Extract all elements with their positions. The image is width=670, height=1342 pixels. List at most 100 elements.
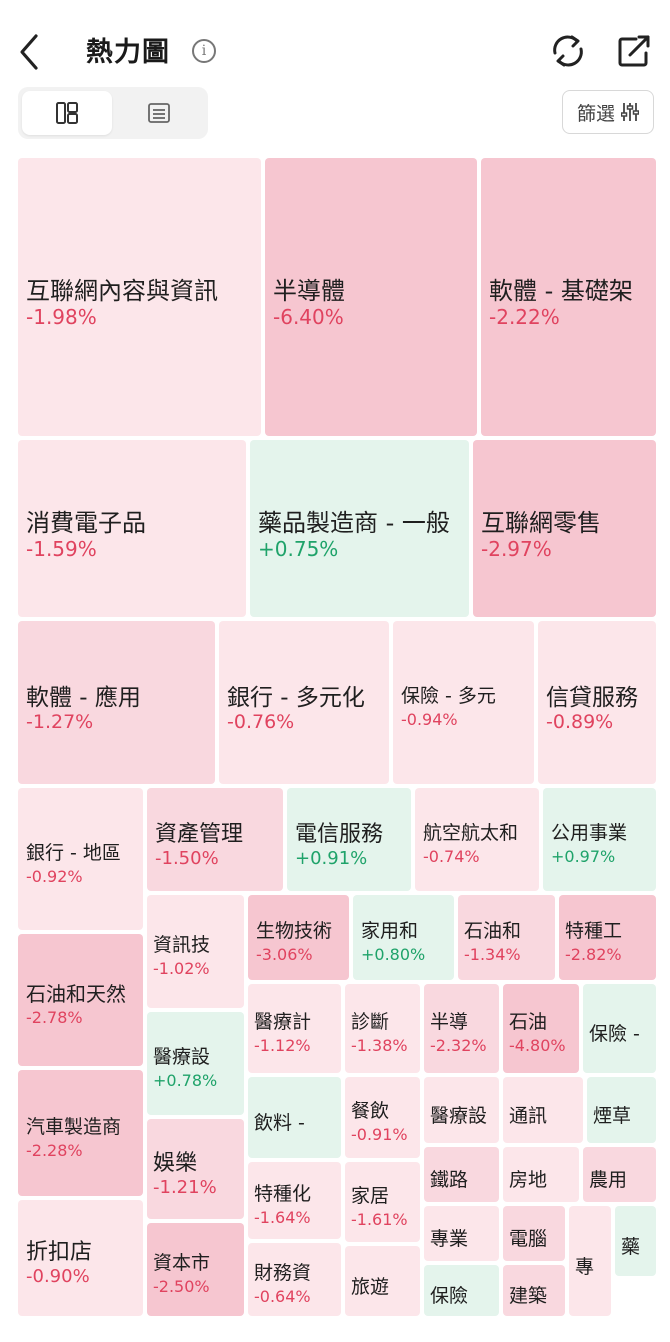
heatmap-tile[interactable]: 醫療設 (424, 1077, 499, 1143)
heatmap-tile[interactable]: 家居 -1.61% (345, 1162, 420, 1242)
heatmap-tile[interactable]: 軟體 - 應用 -1.27% (18, 621, 215, 784)
heatmap-tile[interactable]: 石油和 -1.34% (458, 895, 555, 980)
tile-change: -1.21% (153, 1177, 217, 1198)
heatmap-tile[interactable]: 飲料 - (248, 1077, 341, 1158)
tile-name: 旅遊 (351, 1276, 390, 1298)
sliders-icon (621, 103, 639, 121)
heatmap-tile[interactable]: 農用 (583, 1147, 656, 1202)
heatmap-tile[interactable]: 互聯網內容與資訊 -1.98% (18, 158, 261, 436)
tile-name: 互聯網內容與資訊 (26, 277, 218, 305)
tile-name: 生物技術 (256, 920, 333, 942)
filter-label: 篩選 (576, 102, 615, 125)
share-icon[interactable] (614, 31, 654, 71)
heatmap-tile[interactable]: 半導體 -6.40% (265, 158, 477, 436)
tile-change: -2.22% (489, 305, 560, 329)
tile-name: 資訊技 (153, 934, 211, 956)
heatmap-tile[interactable]: 資訊技 -1.02% (147, 895, 244, 1008)
heatmap-tile[interactable]: 半導 -2.32% (424, 984, 499, 1073)
heatmap-tile[interactable]: 旅遊 (345, 1246, 420, 1316)
heatmap-tile[interactable]: 專業 (424, 1206, 499, 1261)
view-toggle (18, 87, 208, 139)
heatmap-tile[interactable]: 石油 -4.80% (503, 984, 579, 1073)
tile-change: +0.78% (153, 1071, 218, 1090)
heatmap-tile[interactable]: 石油和天然 -2.78% (18, 934, 143, 1066)
tile-name: 通訊 (509, 1105, 548, 1127)
heatmap-tile[interactable]: 銀行 - 地區 -0.92% (18, 788, 143, 930)
heatmap-tile[interactable]: 保險 - 多元 -0.94% (393, 621, 534, 784)
heatmap-tile[interactable]: 娛樂 -1.21% (147, 1119, 244, 1219)
tile-name: 鐵路 (430, 1169, 469, 1191)
heatmap-tile[interactable]: 房地 (503, 1147, 579, 1202)
tile-change: -2.78% (26, 1008, 83, 1027)
tile-name: 半導體 (273, 277, 345, 305)
tile-name: 農用 (589, 1169, 628, 1191)
tile-change: +0.80% (361, 945, 426, 964)
tile-name: 藥品製造商 - 一般 (258, 509, 450, 537)
tile-view-button[interactable] (22, 91, 112, 135)
heatmap-tile[interactable]: 餐飲 -0.91% (345, 1077, 420, 1158)
heatmap-tile[interactable]: 汽車製造商 -2.28% (18, 1070, 143, 1196)
refresh-icon[interactable] (548, 31, 588, 71)
list-view-button[interactable] (114, 91, 204, 135)
heatmap-tile[interactable]: 藥 (615, 1206, 656, 1276)
heatmap-tile[interactable]: 建築 (503, 1265, 565, 1316)
heatmap-tile[interactable]: 診斷 -1.38% (345, 984, 420, 1073)
heatmap-tile[interactable]: 保險 - (583, 984, 656, 1073)
tile-name: 飲料 - (254, 1112, 305, 1134)
tile-name: 資本市 (153, 1252, 211, 1274)
tile-change: -6.40% (273, 305, 344, 329)
tile-change: +0.97% (551, 847, 616, 866)
heatmap-tile[interactable]: 信貸服務 -0.89% (538, 621, 656, 784)
tile-name: 電信服務 (295, 822, 384, 847)
heatmap-tile[interactable]: 特種工 -2.82% (559, 895, 656, 980)
filter-button[interactable]: 篩選 (562, 90, 654, 134)
tile-name: 石油 (509, 1011, 548, 1033)
tile-change: -0.76% (227, 711, 295, 733)
tile-name: 銀行 - 多元化 (227, 685, 365, 711)
heatmap-tile[interactable]: 通訊 (503, 1077, 583, 1143)
heatmap-tile[interactable]: 消費電子品 -1.59% (18, 440, 246, 617)
heatmap-tile[interactable]: 軟體 - 基礎架 -2.22% (481, 158, 656, 436)
tile-change: -1.59% (26, 537, 97, 561)
tile-change: -1.64% (254, 1208, 311, 1227)
heatmap-tile[interactable]: 公用事業 +0.97% (543, 788, 656, 891)
tile-change: -0.92% (26, 867, 83, 886)
heatmap-tile[interactable]: 鐵路 (424, 1147, 499, 1202)
tile-name: 軟體 - 應用 (26, 685, 141, 711)
tile-name: 公用事業 (551, 822, 628, 844)
heatmap-tile[interactable]: 互聯網零售 -2.97% (473, 440, 656, 617)
tile-name: 保險 - (589, 1023, 640, 1045)
back-chevron-icon[interactable] (16, 32, 46, 72)
heatmap-tile[interactable]: 專 (569, 1206, 611, 1316)
heatmap-tile[interactable]: 電信服務 +0.91% (287, 788, 411, 891)
info-icon[interactable]: i (192, 39, 216, 63)
tile-name: 煙草 (593, 1105, 632, 1127)
tile-name: 軟體 - 基礎架 (489, 277, 633, 305)
heatmap-tile[interactable]: 財務資 -0.64% (248, 1243, 341, 1316)
tile-name: 電腦 (509, 1228, 548, 1250)
heatmap-tile[interactable]: 銀行 - 多元化 -0.76% (219, 621, 389, 784)
list-view-icon (148, 103, 170, 123)
tile-change: -0.74% (423, 847, 480, 866)
heatmap-tile[interactable]: 藥品製造商 - 一般 +0.75% (250, 440, 469, 617)
tile-change: -0.64% (254, 1287, 311, 1306)
tile-change: -0.90% (26, 1266, 90, 1287)
tile-name: 銀行 - 地區 (26, 842, 121, 864)
tile-name: 診斷 (351, 1011, 390, 1033)
tile-name: 消費電子品 (26, 509, 146, 537)
heatmap-tile[interactable]: 煙草 (587, 1077, 656, 1143)
heatmap-tile[interactable]: 生物技術 -3.06% (248, 895, 349, 980)
heatmap-tile[interactable]: 家用和 +0.80% (353, 895, 454, 980)
tile-name: 專 (575, 1256, 595, 1278)
heatmap-tile[interactable]: 保險 (424, 1265, 499, 1316)
heatmap-tile[interactable]: 特種化 -1.64% (248, 1162, 341, 1239)
heatmap-tile[interactable]: 折扣店 -0.90% (18, 1200, 143, 1316)
heatmap-tile[interactable]: 航空航太和 -0.74% (415, 788, 539, 891)
tile-name: 半導 (430, 1011, 469, 1033)
heatmap-tile[interactable]: 醫療計 -1.12% (248, 984, 341, 1073)
heatmap-tile[interactable]: 電腦 (503, 1206, 565, 1261)
tile-name: 醫療計 (254, 1011, 312, 1033)
heatmap-tile[interactable]: 資產管理 -1.50% (147, 788, 283, 891)
heatmap-tile[interactable]: 資本市 -2.50% (147, 1223, 244, 1316)
heatmap-tile[interactable]: 醫療設 +0.78% (147, 1012, 244, 1115)
